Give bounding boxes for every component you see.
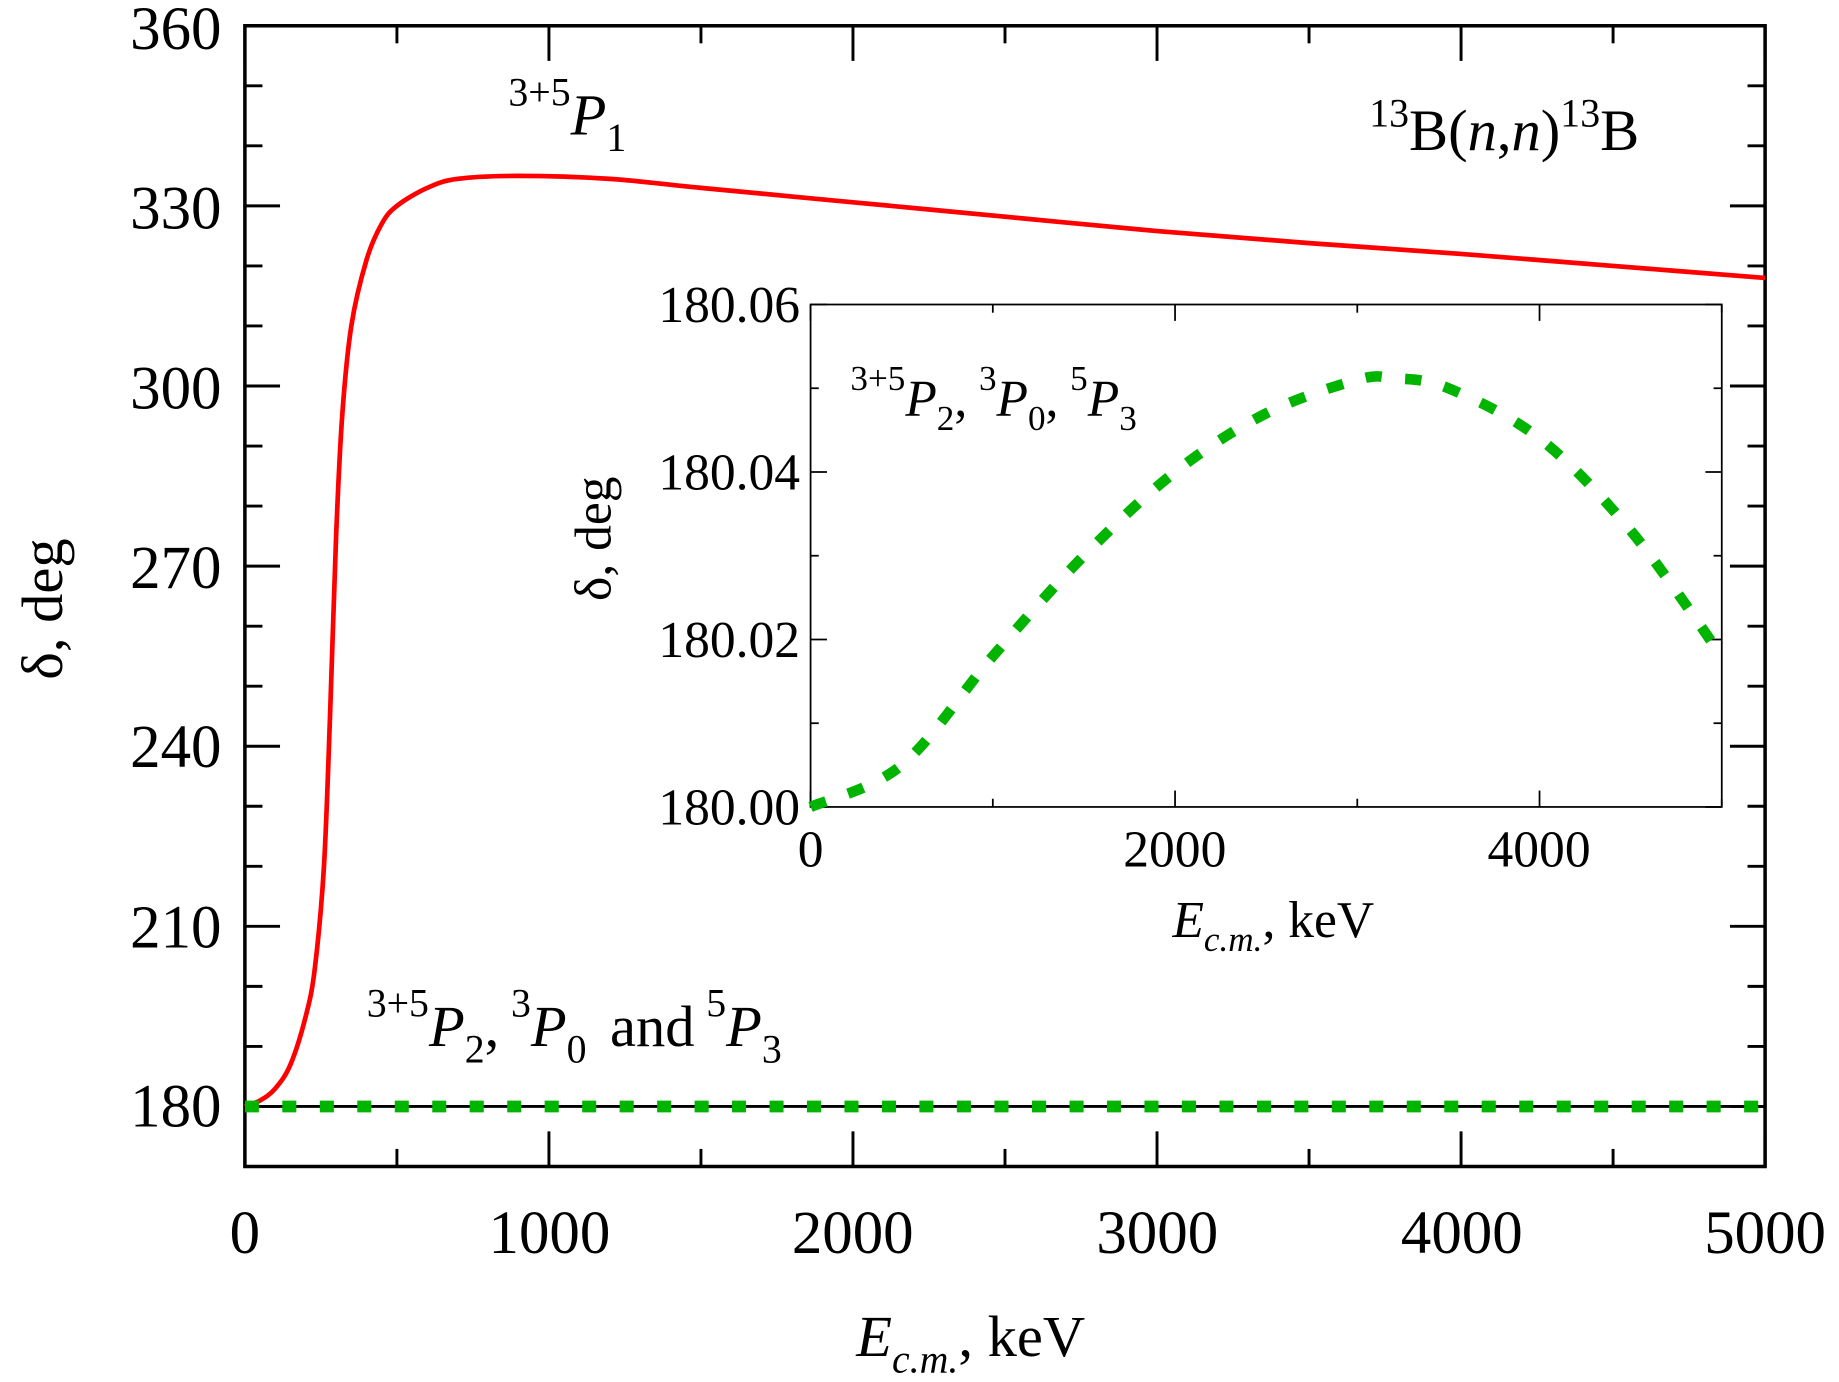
main-x-axis-label: Ec.m., keV — [855, 1304, 1085, 1381]
inset-axis-ticks — [809, 303, 1723, 808]
y-tick-label: 270 — [130, 535, 221, 602]
x-tick-label: 2000 — [792, 1200, 914, 1267]
x-tick-label: 1000 — [489, 1200, 611, 1267]
main-x-tick-labels: 0 1000 2000 3000 4000 5000 — [230, 1200, 1826, 1267]
main-axis-ticks — [243, 24, 1767, 1168]
main-y-tick-labels: 180 210 240 270 300 330 360 — [130, 0, 221, 1141]
inset-y-tick-label: 180.02 — [658, 612, 800, 669]
reaction-label: 13B(n,n)13B — [1369, 91, 1639, 162]
y-tick-label: 210 — [130, 894, 221, 961]
inset-y-axis-label: δ, deg — [565, 477, 622, 601]
series-line-0 — [244, 173, 1766, 1109]
y-tick-label: 360 — [130, 0, 221, 63]
inset-series — [808, 371, 1727, 812]
x-tick-label: 4000 — [1401, 1200, 1523, 1267]
main-y-axis-label: δ, deg — [10, 538, 75, 679]
inset-plot-frame — [809, 303, 1723, 808]
inset-x-tick-label: 2000 — [1123, 822, 1226, 879]
x-tick-label: 5000 — [1704, 1200, 1826, 1267]
inset-x-tick-label: 4000 — [1488, 822, 1591, 879]
x-tick-label: 3000 — [1096, 1200, 1218, 1267]
inset-annotation: 3+5P2, 3P0, 5P3 — [850, 359, 1136, 438]
inset-y-tick-label: 180.00 — [658, 780, 800, 837]
y-tick-label: 180 — [130, 1074, 221, 1141]
inset-y-tick-label: 180.04 — [658, 445, 800, 502]
y-tick-label: 300 — [130, 356, 221, 423]
main-series — [244, 173, 1766, 1113]
main-plot: 0 1000 2000 3000 4000 5000 180 210 240 2… — [10, 0, 1826, 1382]
y-tick-label: 330 — [130, 175, 221, 242]
inset-y-tick-label: 180.06 — [658, 277, 800, 334]
annotation-other-waves: 3+5P2, 3P0 and 5P3 — [367, 982, 782, 1072]
y-tick-label: 240 — [130, 714, 221, 781]
annotation-p1: 3+5P1 — [508, 70, 626, 160]
inset-series-line-0 — [808, 371, 1727, 812]
inset-plot: 0 2000 4000 180.00 180.02 180.04 180.06 … — [565, 277, 1727, 959]
x-tick-label: 0 — [230, 1200, 260, 1267]
inset-x-tick-label: 0 — [798, 822, 824, 879]
inset-x-axis-label: Ec.m., keV — [1171, 892, 1374, 959]
